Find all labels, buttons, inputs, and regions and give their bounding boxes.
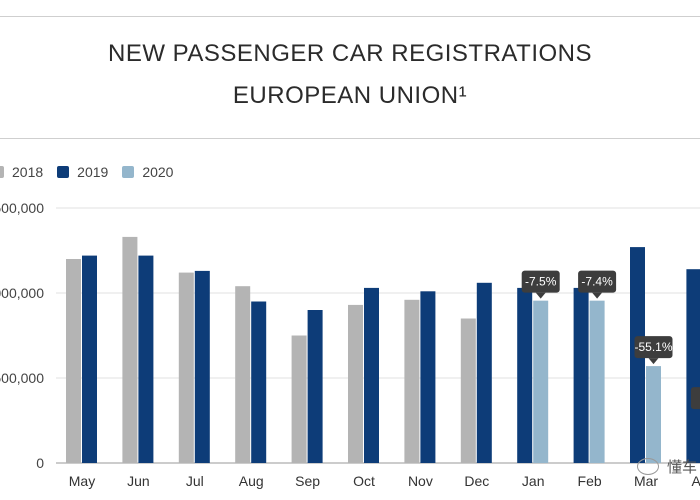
bar-aug-2018 — [235, 286, 251, 463]
y-tick-label: 1,500,000 — [0, 200, 44, 216]
annotation-box — [690, 387, 700, 410]
annotation-pointer — [648, 358, 659, 365]
bar-may-2019 — [82, 255, 97, 463]
bar-mar-2020 — [646, 366, 661, 463]
bar-sep-2019 — [307, 310, 323, 463]
x-tick-label: Jan — [522, 473, 545, 489]
annotation-label: -55.1% — [634, 340, 672, 354]
bar-jul-2018 — [178, 272, 194, 463]
annotation-box — [634, 336, 673, 359]
annotation-pointer — [535, 292, 546, 299]
x-tick-label: Oct — [353, 473, 375, 489]
legend-label-2020: 2020 — [142, 164, 174, 180]
bar-jan-2019 — [517, 287, 533, 463]
x-tick-label: Jul — [186, 473, 204, 489]
watermark: 懂车 — [637, 454, 700, 478]
legend-label-2019: 2019 — [77, 164, 109, 180]
bar-jan-2020 — [533, 300, 549, 463]
bar-oct-2019 — [364, 287, 379, 463]
annotation-box — [578, 270, 617, 293]
bar-nov-2019 — [420, 291, 436, 463]
x-tick-label: May — [69, 473, 95, 489]
bar-jun-2019 — [138, 255, 154, 463]
legend-swatch-2018 — [0, 166, 4, 178]
bar-jun-2018 — [122, 236, 138, 463]
chart-subtitle: EUROPEAN UNION¹ — [232, 82, 468, 109]
x-tick-label: Dec — [464, 473, 489, 489]
x-tick-label: Sep — [295, 473, 320, 489]
watermark-text: 懂车 — [667, 457, 698, 476]
x-tick-label: Mar — [634, 473, 658, 489]
bar-dec-2019 — [476, 282, 492, 463]
x-tick-label: Aug — [239, 473, 264, 489]
y-tick-label: 0 — [36, 455, 44, 471]
legend-item-2018: 2018 — [0, 164, 43, 180]
bar-oct-2018 — [348, 304, 363, 463]
bar-jul-2019 — [194, 270, 210, 463]
bar-aug-2019 — [251, 301, 267, 463]
chart-legend: 2018 2019 2020 — [0, 163, 187, 181]
bar-sep-2018 — [291, 335, 307, 463]
top-divider — [0, 16, 700, 17]
annotation-label: -7.5% — [525, 275, 557, 289]
legend-item-2020: 2020 — [122, 164, 173, 180]
annotation-box — [521, 270, 560, 293]
y-tick-label: 500,000 — [0, 370, 44, 386]
x-tick-label: Nov — [408, 473, 433, 489]
bar-apr-2019 — [686, 269, 700, 463]
chart-title: NEW PASSENGER CAR REGISTRATIONS — [107, 40, 592, 67]
y-tick-label: 1,000,000 — [0, 285, 44, 301]
legend-label-2018: 2018 — [12, 164, 44, 180]
bar-dec-2018 — [460, 318, 476, 463]
bar-nov-2018 — [404, 299, 420, 463]
legend-swatch-2019 — [57, 166, 70, 178]
x-tick-label: Jun — [127, 473, 150, 489]
annotation-label: -7.4% — [581, 275, 613, 289]
wechat-icon — [637, 457, 659, 475]
annotation-pointer — [592, 292, 603, 299]
x-tick-label: Feb — [578, 473, 602, 489]
legend-item-2019: 2019 — [57, 164, 108, 180]
bar-may-2018 — [66, 259, 81, 463]
legend-swatch-2020 — [122, 166, 135, 178]
header-divider — [0, 138, 700, 139]
bar-feb-2020 — [589, 300, 605, 463]
bar-feb-2019 — [573, 287, 589, 463]
x-tick-label: Apr — [692, 473, 700, 489]
